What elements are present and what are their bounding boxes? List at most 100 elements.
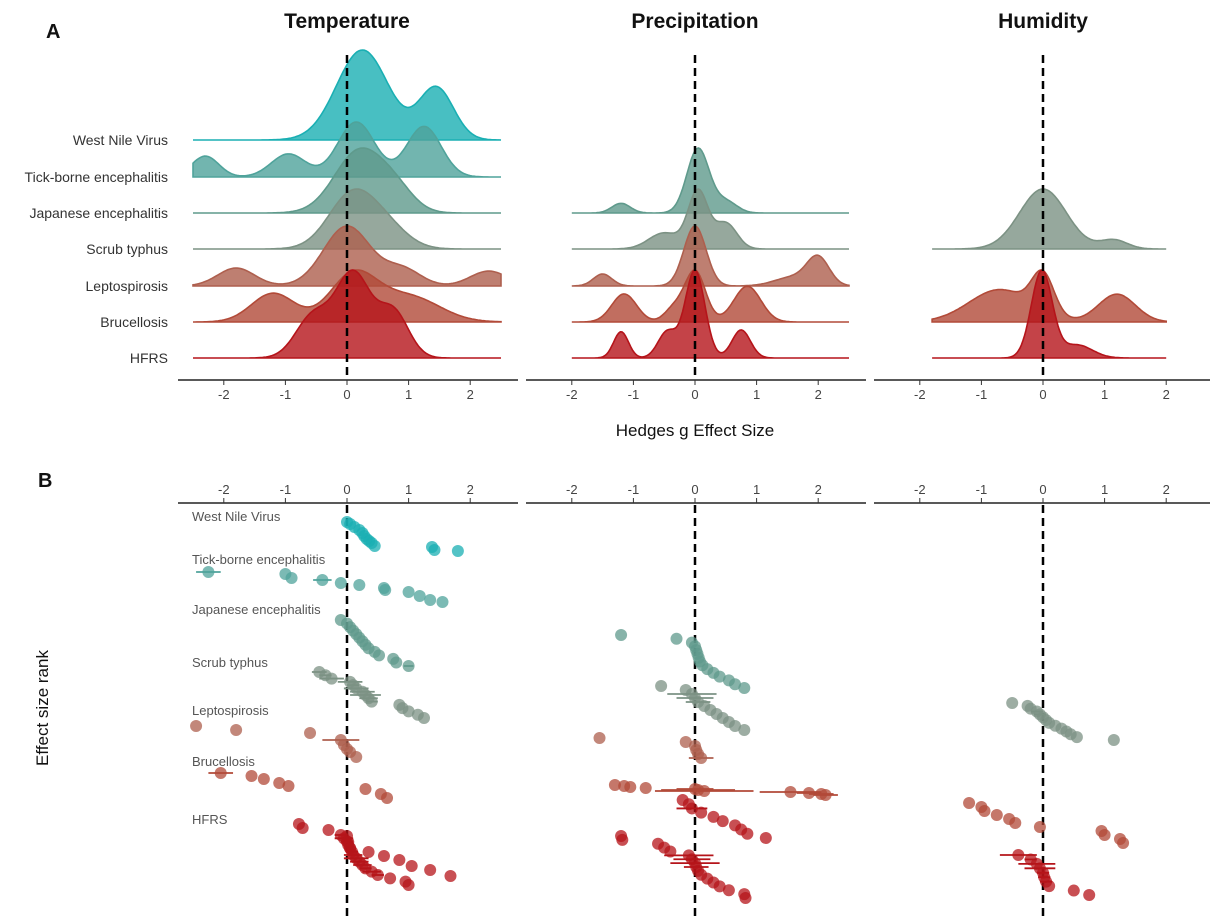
- dot-label-japanese-encephalitis: Japanese encephalitis: [192, 602, 321, 617]
- tick-label-a-humidity: 0: [1039, 387, 1046, 402]
- tick-label-b-precipitation: 1: [753, 482, 760, 497]
- point-temperature-west-nile-virus: [428, 544, 441, 556]
- point-temperature-tick-borne-encephalitis: [379, 584, 392, 596]
- tick-label-a-temperature: 2: [467, 387, 474, 402]
- ridge-label-tick-borne-encephalitis: Tick-borne encephalitis: [25, 169, 168, 185]
- point-precipitation-hfrs: [759, 832, 772, 844]
- point-temperature-leptospirosis: [304, 727, 317, 739]
- dot-label-scrub-typhus: Scrub typhus: [192, 655, 268, 670]
- point-precipitation-hfrs: [685, 802, 698, 815]
- point-temperature-hfrs: [393, 854, 406, 866]
- tick-label-b-humidity: -2: [914, 482, 926, 497]
- panel-b-label: B: [38, 470, 52, 492]
- tick-label-a-humidity: -1: [976, 387, 988, 402]
- tick-label-a-precipitation: 2: [815, 387, 822, 402]
- point-temperature-scrub-typhus: [402, 705, 415, 718]
- point-precipitation-scrub-typhus: [738, 724, 751, 736]
- point-temperature-hfrs: [402, 879, 415, 891]
- title-precipitation: Precipitation: [631, 10, 758, 33]
- point-precipitation-japanese-encephalitis: [738, 682, 751, 694]
- tick-label-b-humidity: 1: [1101, 482, 1108, 497]
- point-humidity-scrub-typhus: [1006, 697, 1019, 709]
- point-precipitation-japanese-encephalitis: [729, 678, 742, 691]
- point-temperature-hfrs: [371, 869, 384, 881]
- point-temperature-hfrs: [377, 850, 390, 862]
- point-humidity-hfrs: [1012, 849, 1025, 861]
- point-temperature-hfrs: [322, 824, 335, 836]
- tick-label-b-humidity: -1: [976, 482, 988, 497]
- point-precipitation-brucellosis: [698, 785, 711, 797]
- point-temperature-tick-borne-encephalitis: [424, 594, 437, 606]
- tick-label-a-precipitation: -1: [628, 387, 640, 402]
- point-precipitation-leptospirosis: [695, 752, 708, 764]
- point-temperature-brucellosis: [381, 792, 394, 804]
- dot-label-west-nile-virus: West Nile Virus: [192, 509, 281, 524]
- ridge-precipitation-brucellosis: [571, 269, 849, 323]
- point-precipitation-leptospirosis: [679, 736, 692, 748]
- point-temperature-tick-borne-encephalitis: [334, 577, 347, 589]
- point-precipitation-scrub-typhus: [729, 720, 742, 732]
- point-precipitation-hfrs: [695, 806, 708, 819]
- ridge-label-brucellosis: Brucellosis: [100, 314, 168, 330]
- point-temperature-brucellosis: [214, 767, 227, 779]
- point-humidity-hfrs: [1083, 889, 1096, 901]
- point-precipitation-japanese-encephalitis: [713, 670, 726, 683]
- tick-label-a-humidity: 1: [1101, 387, 1108, 402]
- tick-label-a-humidity: -2: [914, 387, 926, 402]
- tick-label-a-temperature: -1: [280, 387, 292, 402]
- ridge-label-hfrs: HFRS: [130, 350, 168, 366]
- point-temperature-scrub-typhus: [418, 712, 430, 724]
- y-axis-title-b: Effect size rank: [33, 650, 52, 766]
- point-temperature-brucellosis: [359, 783, 372, 795]
- point-temperature-japanese-encephalitis: [373, 649, 386, 662]
- tick-label-a-temperature: 1: [405, 387, 412, 402]
- tick-label-b-precipitation: -1: [628, 482, 640, 497]
- point-precipitation-brucellosis: [802, 787, 815, 799]
- point-precipitation-leptospirosis: [593, 732, 606, 744]
- point-temperature-hfrs: [296, 822, 309, 834]
- point-humidity-brucellosis: [1033, 821, 1046, 833]
- point-temperature-tick-borne-encephalitis: [316, 574, 329, 586]
- point-temperature-scrub-typhus: [325, 672, 338, 685]
- point-precipitation-hfrs: [739, 892, 752, 904]
- ridge-humidity-scrub-typhus: [932, 188, 1167, 250]
- point-temperature-hfrs: [384, 872, 397, 885]
- panel-a-ridgelines: [192, 49, 1167, 380]
- point-temperature-leptospirosis: [190, 720, 203, 732]
- point-humidity-hfrs: [1067, 884, 1080, 897]
- point-precipitation-brucellosis: [819, 789, 832, 801]
- point-temperature-tick-borne-encephalitis: [436, 596, 449, 608]
- point-temperature-brucellosis: [273, 777, 286, 789]
- point-temperature-hfrs: [424, 864, 437, 876]
- point-precipitation-hfrs: [716, 815, 729, 828]
- point-humidity-brucellosis: [963, 797, 976, 809]
- point-precipitation-hfrs: [616, 833, 629, 846]
- title-humidity: Humidity: [998, 10, 1088, 33]
- ridge-precipitation-leptospirosis: [571, 225, 850, 287]
- ridge-temperature-japanese-encephalitis: [193, 147, 501, 214]
- point-precipitation-hfrs: [722, 884, 735, 897]
- dot-label-hfrs: HFRS: [192, 812, 228, 827]
- tick-label-a-precipitation: 1: [753, 387, 760, 402]
- ridge-precipitation-japanese-encephalitis: [571, 147, 849, 214]
- tick-label-a-temperature: -2: [218, 387, 230, 402]
- tick-label-a-precipitation: -2: [566, 387, 578, 402]
- axes: -2 -1 0 1 2 -2 -1 0 1 2 -2 -1 0 1 2 -2 -1 0 1 2 -2 -1 0 1 2 -2 -1 0…: [178, 379, 1210, 504]
- tick-label-b-precipitation: 2: [815, 482, 822, 497]
- point-humidity-brucellosis: [1117, 837, 1130, 849]
- point-precipitation-hfrs: [741, 827, 754, 840]
- panel-b-dotplots: West Nile Virus Tick-borne encephalitis Ja…: [190, 505, 1130, 918]
- point-humidity-brucellosis: [1098, 829, 1111, 841]
- tick-label-a-humidity: 2: [1163, 387, 1170, 402]
- point-temperature-brucellosis: [245, 770, 258, 782]
- dot-label-brucellosis: Brucellosis: [192, 754, 255, 769]
- point-temperature-tick-borne-encephalitis: [402, 586, 415, 598]
- point-precipitation-hfrs: [707, 810, 720, 823]
- point-temperature-japanese-encephalitis: [402, 660, 415, 672]
- point-temperature-leptospirosis: [230, 724, 243, 736]
- ridge-label-leptospirosis: Leptospirosis: [86, 278, 169, 294]
- tick-label-a-temperature: 0: [343, 387, 350, 402]
- point-humidity-brucellosis: [1009, 817, 1022, 829]
- point-temperature-tick-borne-encephalitis: [285, 572, 298, 584]
